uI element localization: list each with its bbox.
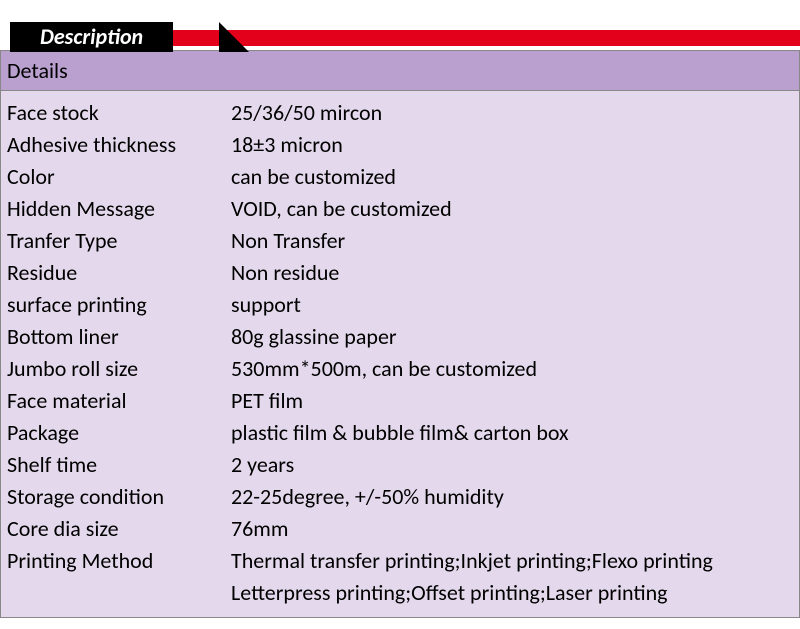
row-value: support [229,289,795,321]
row-key: Hidden Message [5,193,229,225]
table-row: Packageplastic film & bubble film& carto… [5,417,795,449]
title-chevron [219,22,249,52]
row-key: Storage condition [5,481,229,513]
row-value: 530mm*500m, can be customized [229,353,795,385]
row-value: 18±3 micron [229,129,795,161]
row-key [5,577,229,609]
row-value: 2 years [229,449,795,481]
row-value: PET film [229,385,795,417]
row-key: Core dia size [5,513,229,545]
table-row: Hidden MessageVOID, can be customized [5,193,795,225]
table-row: ResidueNon residue [5,257,795,289]
row-value: Non Transfer [229,225,795,257]
table-row: Letterpress printing;Offset printing;Las… [5,577,795,609]
details-rows: Face stock25/36/50 mirconAdhesive thickn… [1,91,799,617]
table-row: surface printingsupport [5,289,795,321]
header-band: Description [0,0,800,50]
row-key: Printing Method [5,545,229,577]
table-row: Printing MethodThermal transfer printing… [5,545,795,577]
row-value: Thermal transfer printing;Inkjet printin… [229,545,795,577]
row-value: 80g glassine paper [229,321,795,353]
table-row: Face stock25/36/50 mircon [5,97,795,129]
row-key: Face stock [5,97,229,129]
details-header: Details [1,51,799,91]
row-value: 22-25degree, +/-50% humidity [229,481,795,513]
row-value: Letterpress printing;Offset printing;Las… [229,577,795,609]
row-key: Residue [5,257,229,289]
row-key: Shelf time [5,449,229,481]
row-value: 25/36/50 mircon [229,97,795,129]
details-table: Details Face stock25/36/50 mirconAdhesiv… [0,50,800,618]
table-row: Bottom liner80g glassine paper [5,321,795,353]
row-key: Face material [5,385,229,417]
row-value: VOID, can be customized [229,193,795,225]
row-key: Jumbo roll size [5,353,229,385]
row-value: can be customized [229,161,795,193]
table-row: Face materialPET film [5,385,795,417]
row-key: Package [5,417,229,449]
table-row: Jumbo roll size530mm*500m, can be custom… [5,353,795,385]
table-row: Core dia size76mm [5,513,795,545]
row-key: surface printing [5,289,229,321]
table-row: Tranfer TypeNon Transfer [5,225,795,257]
row-key: Tranfer Type [5,225,229,257]
table-row: Storage condition22-25degree, +/-50% hum… [5,481,795,513]
row-key: Bottom liner [5,321,229,353]
section-title: Description [10,22,173,52]
row-value: plastic film & bubble film& carton box [229,417,795,449]
table-row: Shelf time2 years [5,449,795,481]
row-value: 76mm [229,513,795,545]
table-row: Colorcan be customized [5,161,795,193]
row-key: Adhesive thickness [5,129,229,161]
row-value: Non residue [229,257,795,289]
row-key: Color [5,161,229,193]
table-row: Adhesive thickness18±3 micron [5,129,795,161]
